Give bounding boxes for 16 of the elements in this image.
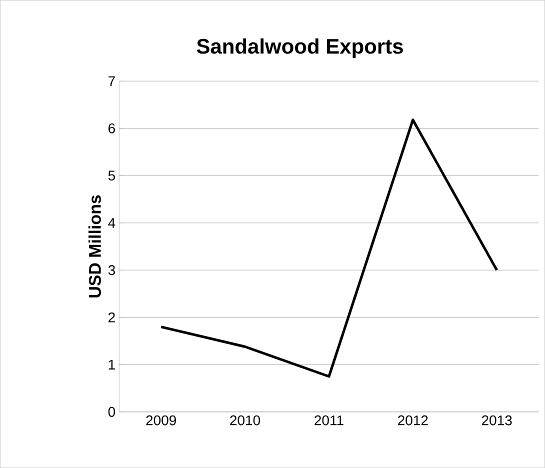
x-tick-label: 2009: [146, 415, 176, 426]
y-tick-label: 4: [108, 218, 116, 228]
x-tick-label: 2013: [482, 415, 512, 426]
y-tick-label: 6: [108, 123, 115, 134]
line-series: [160, 118, 498, 378]
y-tick-label: 5: [108, 170, 115, 181]
y-tick-label: 2: [108, 312, 115, 322]
y-axis-title: USD Millions: [88, 195, 101, 298]
y-tick-label: 3: [108, 265, 115, 276]
x-tick-label: 2011: [314, 415, 344, 426]
chart-title: Sandalwood Exports: [196, 38, 403, 58]
x-tick-label: 2010: [230, 415, 260, 426]
y-tick-label: 0: [108, 406, 116, 417]
y-tick-label: 1: [108, 360, 115, 370]
x-tick-label: 2012: [398, 415, 428, 426]
y-tick-label: 7: [108, 76, 115, 86]
